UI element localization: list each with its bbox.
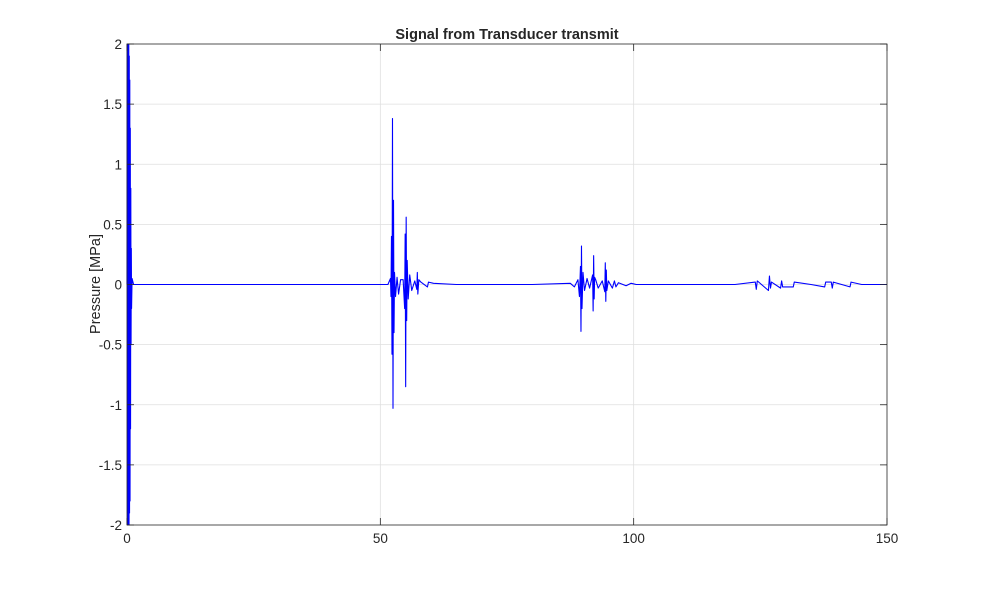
pressure-signal-line [126, 43, 887, 526]
y-tick-label: 0 [114, 278, 122, 293]
x-tick-label: 0 [123, 531, 131, 546]
series-layer [126, 43, 887, 526]
y-tick-label: 1.5 [103, 97, 122, 112]
ticks [126, 43, 888, 526]
y-tick-label: 0.5 [103, 217, 122, 232]
x-tick-label: 100 [622, 531, 645, 546]
x-tick-labels: 0 50 100 150 [123, 531, 898, 546]
x-tick-label: 150 [876, 531, 899, 546]
y-tick-label: -0.5 [99, 338, 122, 353]
y-tick-labels: -2 -1.5 -1 -0.5 0 0.5 1 1.5 2 [99, 37, 122, 533]
y-axis-label: Pressure [MPa] [88, 234, 104, 334]
y-tick-label: -1 [110, 398, 122, 413]
y-tick-label: 2 [114, 37, 122, 52]
y-tick-label: -2 [110, 518, 122, 533]
x-tick-label: 50 [373, 531, 388, 546]
y-tick-label: -1.5 [99, 458, 122, 473]
chart-title: Signal from Transducer transmit [395, 27, 618, 43]
y-tick-label: 1 [114, 157, 122, 172]
